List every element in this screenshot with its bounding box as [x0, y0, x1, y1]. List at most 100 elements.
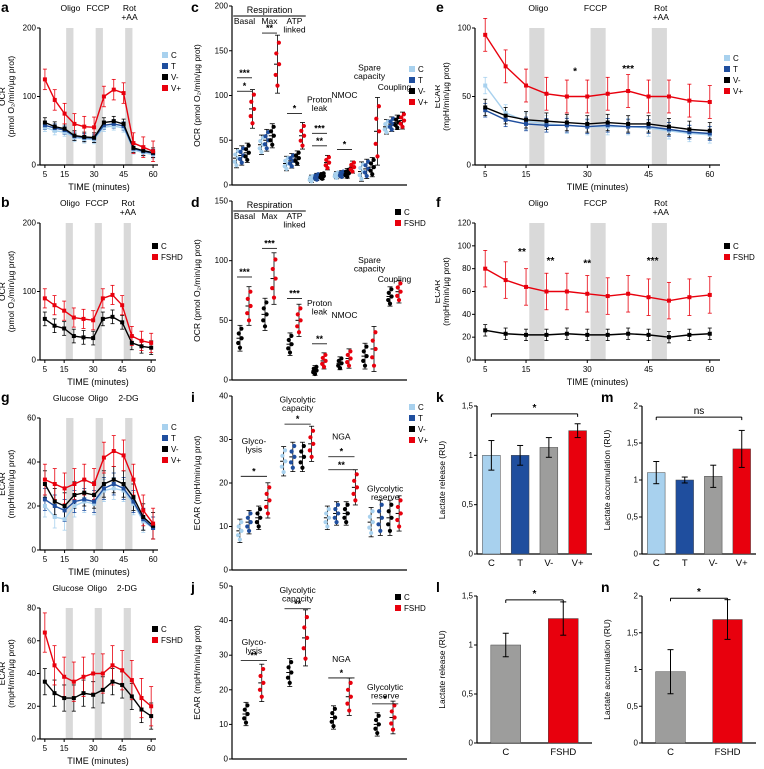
svg-text:1: 1: [469, 641, 474, 650]
svg-text:C: C: [171, 423, 177, 432]
svg-text:FCCP: FCCP: [584, 198, 607, 208]
svg-text:**: **: [316, 334, 324, 344]
svg-text:V-: V-: [544, 558, 553, 569]
svg-text:150: 150: [215, 46, 229, 55]
svg-text:30: 30: [219, 651, 228, 660]
svg-text:C: C: [667, 747, 674, 758]
svg-text:60: 60: [705, 170, 714, 179]
svg-text:Lactate accumulation (RU): Lactate accumulation (RU): [602, 619, 612, 720]
svg-text:T: T: [733, 65, 738, 74]
svg-text:40: 40: [27, 669, 36, 678]
panel-letter-h: h: [1, 579, 10, 595]
svg-text:ns: ns: [694, 406, 705, 417]
svg-text:15: 15: [522, 365, 531, 374]
svg-text:*: *: [296, 414, 300, 424]
svg-text:100: 100: [215, 256, 229, 265]
svg-text:1: 1: [634, 476, 639, 485]
svg-text:linked: linked: [283, 24, 305, 34]
svg-text:5: 5: [483, 365, 488, 374]
svg-text:*: *: [383, 694, 387, 704]
svg-text:60: 60: [27, 636, 36, 645]
svg-text:15: 15: [60, 744, 69, 753]
svg-text:10: 10: [219, 720, 228, 729]
chart-a-ocr-timecourse: 0 100 200 5 15 30 45 60 TIME (minutes) OCR(pmol O…: [0, 3, 181, 192]
svg-text:capacity: capacity: [282, 593, 314, 603]
svg-text:C: C: [404, 208, 410, 217]
svg-text:FSHD: FSHD: [550, 747, 576, 758]
svg-text:100: 100: [23, 92, 37, 101]
svg-text:Basal: Basal: [234, 211, 255, 221]
svg-text:+AA: +AA: [121, 12, 138, 22]
svg-text:V-: V-: [171, 445, 179, 454]
svg-text:150: 150: [215, 197, 229, 206]
panel-letter-l: l: [436, 579, 440, 595]
svg-text:30: 30: [90, 170, 99, 179]
panel-l: l 0 0,5 1 1,5 Lactate release (RU) C FSHD *: [435, 579, 600, 769]
svg-text:Respiration: Respiration: [247, 200, 293, 210]
svg-text:60: 60: [147, 744, 156, 753]
svg-text:120: 120: [458, 219, 472, 228]
panel-letter-a: a: [1, 0, 9, 15]
svg-text:V-: V-: [709, 558, 718, 569]
svg-text:60: 60: [462, 287, 471, 296]
svg-text:*: *: [573, 67, 577, 78]
svg-text:30: 30: [89, 744, 98, 753]
svg-text:2: 2: [634, 402, 639, 411]
panel-letter-c: c: [191, 0, 199, 15]
svg-text:V+: V+: [733, 87, 743, 96]
svg-text:***: ***: [314, 123, 325, 133]
svg-text:Glycolytic: Glycolytic: [279, 395, 316, 405]
panel-letter-m: m: [601, 389, 614, 405]
svg-text:C: C: [733, 242, 739, 251]
panel-d: d 0 50 100 150 OCR (pmol O₂/min/µg prot) Resp…: [190, 194, 435, 390]
svg-text:V+: V+: [572, 558, 584, 569]
svg-text:5: 5: [43, 365, 48, 374]
panel-letter-i: i: [191, 389, 195, 405]
svg-text:FCCP: FCCP: [584, 3, 607, 13]
chart-l-lactate-release-bars: 0 0,5 1 1,5 Lactate release (RU) C FSHD *: [437, 589, 592, 758]
svg-text:0: 0: [32, 161, 37, 170]
svg-text:40: 40: [462, 310, 471, 319]
chart-j-ecar-scatter: 0 10 20 30 40 50 ECAR (mpH/min/µg prot) Glyco-l…: [192, 582, 426, 764]
svg-text:Glyco-: Glyco-: [242, 637, 267, 647]
svg-text:Oligo: Oligo: [60, 198, 80, 208]
svg-text:0,5: 0,5: [462, 500, 474, 509]
svg-text:0: 0: [32, 356, 37, 365]
svg-text:30: 30: [583, 365, 592, 374]
svg-text:*: *: [343, 139, 347, 149]
svg-text:T: T: [418, 414, 423, 423]
svg-text:TIME (minutes): TIME (minutes): [67, 377, 129, 387]
svg-text:45: 45: [644, 170, 653, 179]
svg-text:Glucose: Glucose: [52, 583, 83, 593]
panel-letter-b: b: [1, 194, 10, 210]
svg-text:reserve: reserve: [371, 690, 400, 700]
panel-e: e 0 50 100 5 15 30 45 60 TIME (minutes) ECAR(mpH/…: [435, 0, 764, 195]
svg-text:Max: Max: [261, 16, 278, 26]
svg-text:Proton: Proton: [307, 298, 332, 308]
chart-n-lactate-accumulation-bars: 0 0,5 1 1,5 2 Lactate accumulation (RU) C FSHD *: [602, 587, 756, 758]
svg-text:Rot: Rot: [123, 3, 137, 13]
svg-text:Oligo: Oligo: [61, 3, 81, 13]
svg-text:Rot: Rot: [121, 198, 135, 208]
panel-letter-n: n: [601, 579, 610, 595]
svg-text:lysis: lysis: [246, 444, 263, 454]
svg-text:*: *: [340, 447, 344, 457]
svg-text:20: 20: [462, 333, 471, 342]
svg-text:5: 5: [43, 744, 48, 753]
svg-text:20: 20: [219, 479, 228, 488]
svg-text:Oligo: Oligo: [88, 393, 108, 403]
svg-text:1,5: 1,5: [627, 439, 639, 448]
svg-text:linked: linked: [283, 219, 305, 229]
svg-text:1,5: 1,5: [462, 402, 474, 411]
svg-text:30: 30: [89, 365, 98, 374]
svg-text:capacity: capacity: [354, 71, 386, 81]
svg-text:Glycolytic: Glycolytic: [279, 585, 316, 595]
svg-text:40: 40: [219, 616, 228, 625]
svg-text:FSHD: FSHD: [161, 253, 183, 262]
panel-letter-f: f: [436, 194, 441, 210]
svg-text:45: 45: [119, 170, 128, 179]
svg-text:V+: V+: [418, 98, 428, 107]
svg-text:50: 50: [462, 92, 471, 101]
svg-text:2-DG: 2-DG: [118, 393, 138, 403]
